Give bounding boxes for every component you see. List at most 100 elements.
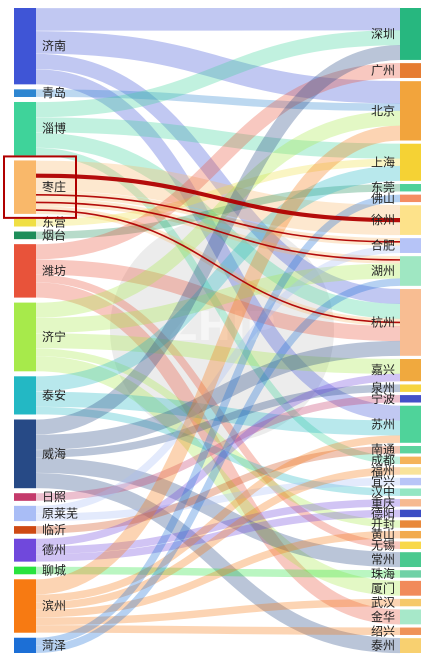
target-node-金华[interactable] [400,609,421,625]
source-label-威海: 威海 [42,446,66,461]
target-node-常州[interactable] [400,552,421,568]
target-node-合肥[interactable] [400,238,421,253]
target-node-上海[interactable] [400,143,421,181]
target-node-汉中[interactable] [400,488,421,496]
source-node-菏泽[interactable] [14,637,36,653]
target-label-合肥: 合肥 [371,238,395,253]
link-菏泽-佛山 [35,194,401,646]
target-node-成都[interactable] [400,456,421,465]
target-label-杭州: 杭州 [371,314,395,329]
target-label-深圳: 深圳 [371,27,395,41]
source-node-聊城[interactable] [14,566,36,575]
target-node-泉州[interactable] [400,384,421,392]
source-label-烟台: 烟台 [42,227,66,242]
target-node-佛山[interactable] [400,194,421,203]
link-潍坊-杭州 [35,259,401,342]
source-node-东营[interactable] [14,218,36,227]
target-node-无锡[interactable] [400,541,421,549]
link-泰安-苏州 [35,391,401,436]
source-node-济宁[interactable] [14,302,36,372]
target-label-无锡: 无锡 [371,537,395,552]
target-node-重庆[interactable] [400,499,421,507]
target-node-嘉兴[interactable] [400,359,421,382]
link-济南-杭州 [35,53,401,304]
link-威海-杭州 [35,340,401,450]
link-威海-泉州 [35,384,401,458]
source-node-淄博[interactable] [14,101,36,156]
target-node-湖州[interactable] [400,256,421,286]
target-node-宜兴[interactable] [400,477,421,486]
source-node-威海[interactable] [14,419,36,489]
target-node-徐州[interactable] [400,205,421,235]
source-label-淄博: 淄博 [42,121,66,136]
target-node-德阳[interactable] [400,509,421,518]
link-临沂-南通 [35,445,401,534]
link-枣庄-湖州-highlight [35,201,401,261]
target-label-广州: 广州 [371,64,395,78]
highlight-links-layer [35,173,401,324]
source-label-临沂: 临沂 [42,523,66,537]
target-node-泰州[interactable] [400,638,421,653]
target-label-泉州: 泉州 [371,381,395,395]
source-node-滨州[interactable] [14,579,36,633]
source-node-日照[interactable] [14,493,36,501]
link-淄博-上海 [35,117,401,159]
source-node-烟台[interactable] [14,231,36,240]
target-node-珠海[interactable] [400,570,421,578]
target-label-湖州: 湖州 [371,263,395,278]
source-label-青岛: 青岛 [42,85,66,100]
target-label-汉中: 汉中 [371,484,395,499]
link-枣庄-徐州-highlight [35,173,401,223]
source-label-德州: 德州 [42,542,66,557]
link-原莱芜-宜兴 [35,477,401,522]
target-node-黄山[interactable] [400,530,421,539]
target-node-宁波[interactable] [400,395,421,403]
link-滨州-黄山 [35,530,401,618]
link-威海-泰州 [35,473,401,654]
target-node-南通[interactable] [400,446,421,454]
target-label-上海: 上海 [371,154,395,169]
target-node-厦门[interactable] [400,580,421,596]
target-label-徐州: 徐州 [371,212,395,227]
source-node-临沂[interactable] [14,526,36,534]
target-label-苏州: 苏州 [371,417,395,431]
target-label-北京: 北京 [371,104,395,118]
target-node-苏州[interactable] [400,405,421,443]
target-label-宜兴: 宜兴 [371,474,395,489]
source-node-青岛[interactable] [14,89,36,97]
source-label-滨州: 滨州 [42,598,66,613]
link-滨州-北京 [35,125,401,595]
target-node-福州[interactable] [400,467,421,475]
source-node-德州[interactable] [14,538,36,562]
target-label-金华: 金华 [371,609,395,624]
target-node-开封[interactable] [400,520,421,528]
link-德州-德阳 [35,509,401,562]
source-label-日照: 日照 [42,490,66,504]
target-node-武汉[interactable] [400,598,421,607]
source-node-济南[interactable] [14,8,36,85]
target-node-北京[interactable] [400,81,421,141]
target-node-绍兴[interactable] [400,627,421,635]
source-label-聊城: 聊城 [42,563,66,577]
target-node-杭州[interactable] [400,289,421,356]
source-node-枣庄[interactable] [14,160,36,214]
link-青岛-北京 [35,89,401,111]
target-node-深圳[interactable] [400,8,421,60]
link-淄博-成都 [35,147,401,465]
target-label-黄山: 黄山 [371,528,395,542]
nodes-layer [14,8,421,653]
link-日照-宁波 [35,395,401,501]
source-node-潍坊[interactable] [14,244,36,298]
source-node-原莱芜[interactable] [14,505,36,522]
source-node-泰安[interactable] [14,376,36,415]
link-滨州-福州 [35,467,401,610]
target-label-佛山: 佛山 [371,191,395,205]
target-node-广州[interactable] [400,63,421,78]
link-济宁-嘉兴 [35,333,401,374]
target-label-武汉: 武汉 [371,596,395,610]
target-node-东莞[interactable] [400,184,421,192]
link-威海-深圳 [35,44,401,435]
target-label-泰州: 泰州 [371,639,395,653]
